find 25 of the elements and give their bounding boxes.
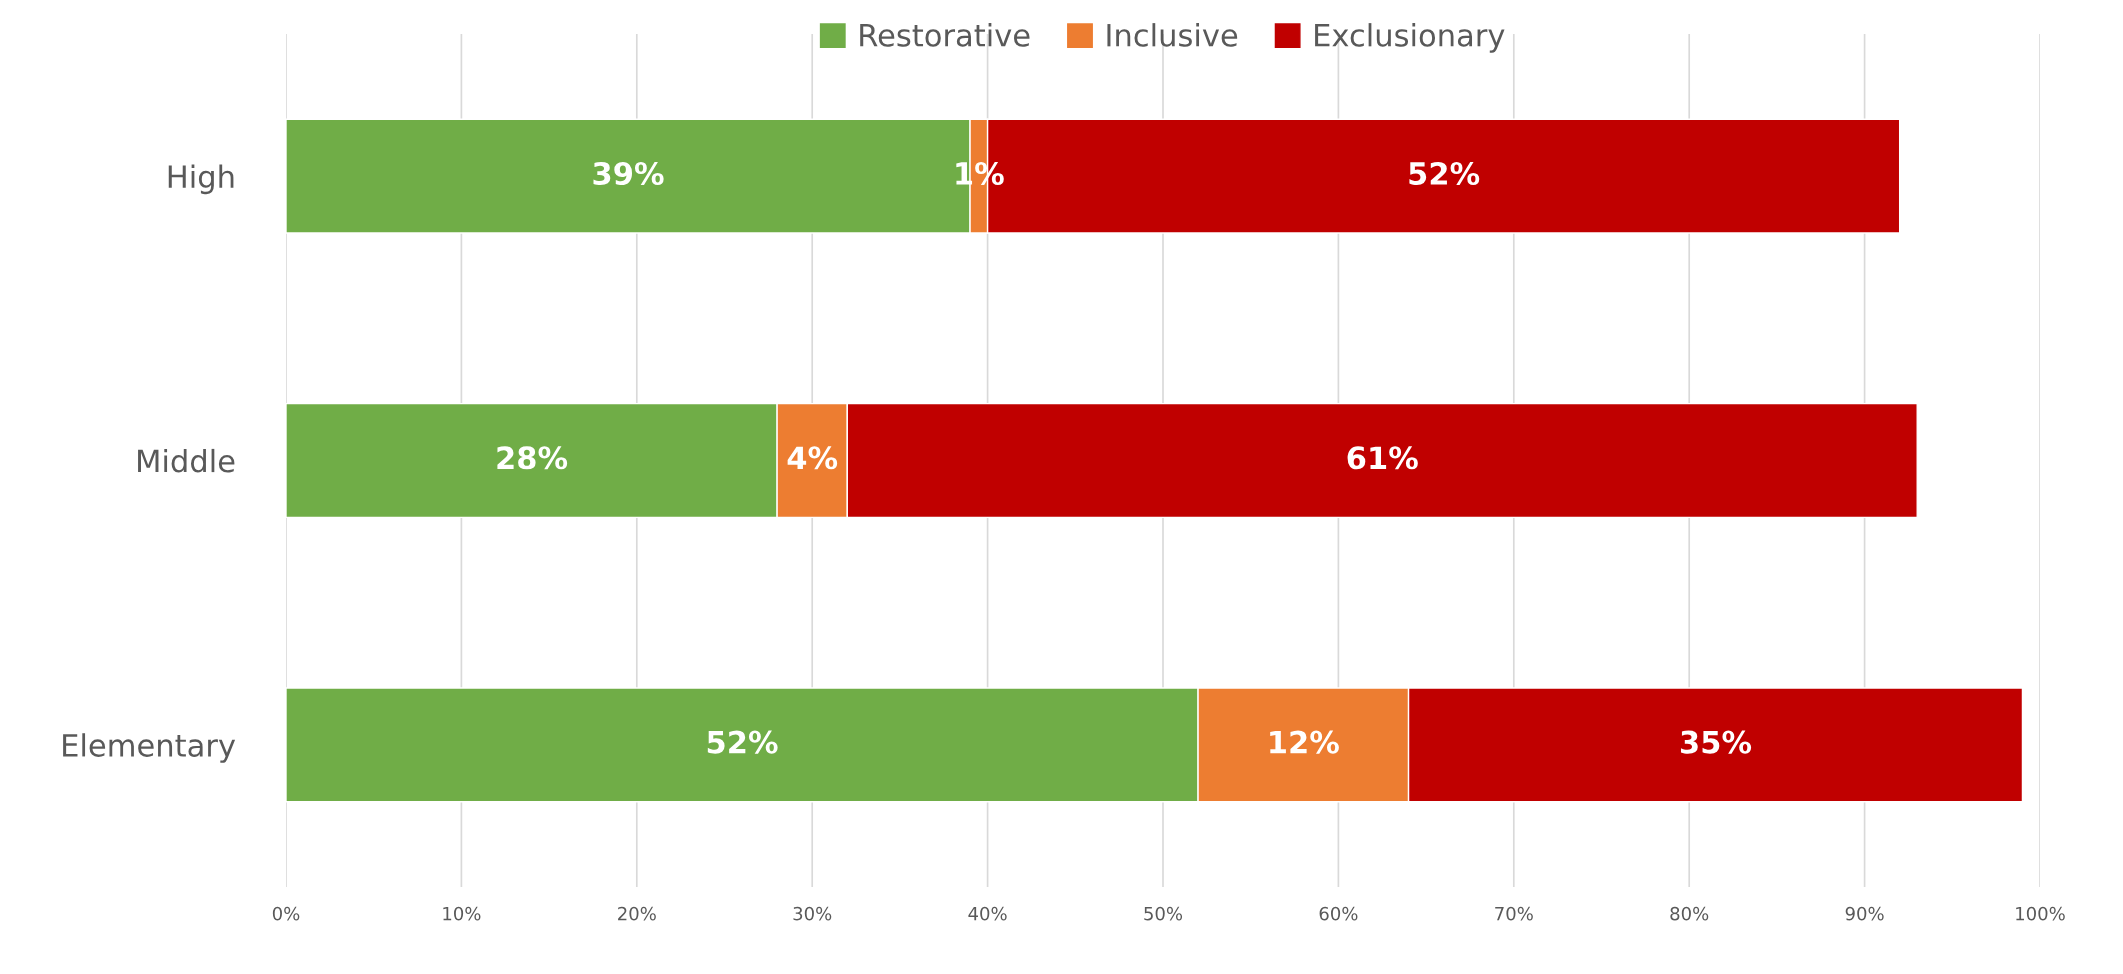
x-tick-label: 0% [272, 906, 300, 921]
data-label: 39% [593, 161, 664, 186]
x-tick-label: 90% [1845, 906, 1884, 921]
data-label: 35% [1680, 730, 1752, 754]
y-tick-label: High [168, 164, 234, 195]
legend-label: Exclusionary [1315, 23, 1505, 53]
x-tick-label: 40% [968, 906, 1007, 921]
x-tick-label: 20% [618, 906, 656, 921]
x-tick-label: 100% [2016, 906, 2065, 921]
data-label: 52% [1409, 161, 1480, 186]
x-tick-label: 80% [1670, 906, 1709, 921]
x-tick-label: 50% [1144, 906, 1183, 921]
legend-label: Restorative [860, 23, 1030, 47]
data-label: 4% [787, 446, 838, 470]
data-label: 61% [1347, 446, 1418, 470]
data-label: 52% [707, 730, 778, 754]
x-tick-label: 10% [443, 906, 481, 921]
legend-label: Inclusive [1107, 23, 1238, 47]
y-tick-label: Elementary [63, 733, 236, 763]
data-label: 28% [497, 446, 568, 470]
x-tick-label: 60% [1319, 906, 1358, 921]
data-label: 12% [1270, 730, 1339, 754]
x-tick-label: 70% [1495, 906, 1533, 921]
y-tick-label: Middle [138, 448, 235, 473]
x-tick-label: 30% [793, 906, 832, 921]
